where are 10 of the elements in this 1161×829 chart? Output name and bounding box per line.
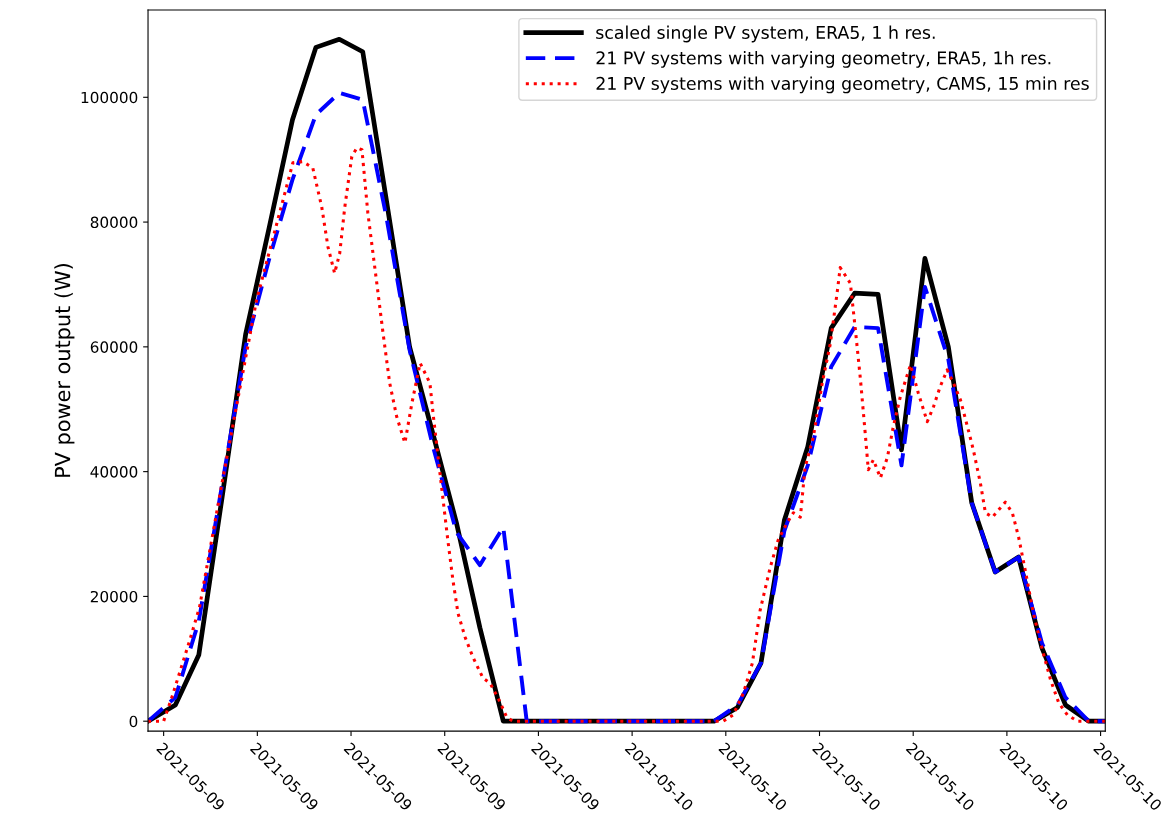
y-tick-label: 80000 [90, 216, 138, 229]
y-tick-label: 60000 [90, 341, 138, 353]
y-tick-label: 20000 [90, 590, 138, 603]
legend-label: 21 PV systems with varying geometry, CAMS, 15 min res [596, 76, 1089, 94]
y-tick-label: 40000 [90, 466, 138, 478]
y-tick-label: 100000 [81, 91, 138, 104]
legend-label: scaled single PV system, ERA5, 1 h res. [596, 25, 935, 43]
y-axis-title: PV power output (W) [54, 264, 75, 477]
legend-label: 21 PV systems with varying geometry, ERA5, 1h res. [596, 51, 1051, 68]
y-tick-label: 0 [129, 715, 138, 728]
